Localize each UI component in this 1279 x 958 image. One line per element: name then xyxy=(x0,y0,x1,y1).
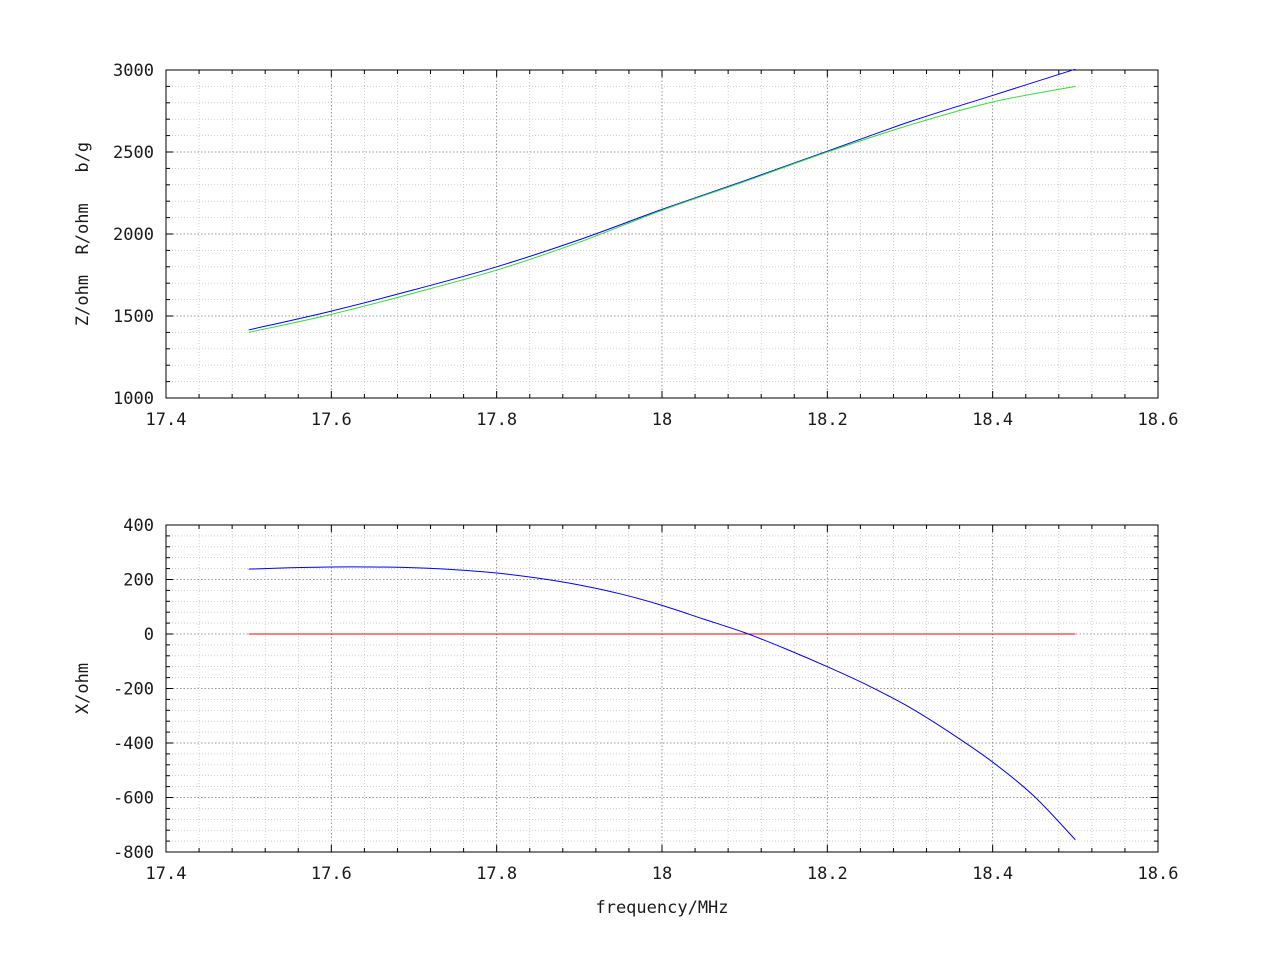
top-series-line-1 xyxy=(248,85,1076,333)
top-ticks xyxy=(165,69,1159,399)
x-tick-label: 17.4 xyxy=(146,864,187,884)
y-tick-label: -400 xyxy=(113,734,154,754)
bottom-series-line-1 xyxy=(248,566,1076,841)
y-tick-label: 2000 xyxy=(113,225,154,245)
x-tick-label: 18.4 xyxy=(972,864,1013,884)
x-tick-label: 18.4 xyxy=(972,410,1013,430)
top-series-line-0 xyxy=(248,68,1076,331)
impedance-resistance-chart: 17.4 17.6 17.8 18 18.2 18.4 18.6 1000 1500 2000 25… xyxy=(73,61,1178,430)
x-tick-label: 17.6 xyxy=(311,410,352,430)
y-tick-label: -800 xyxy=(113,843,154,863)
x-tick-label: 18 xyxy=(652,410,672,430)
y-tick-label: 3000 xyxy=(113,61,154,81)
x-tick-label: 18.6 xyxy=(1138,410,1179,430)
x-tick-label: 18 xyxy=(652,864,672,884)
x-tick-label: 18.2 xyxy=(807,864,848,884)
top-tick-labels: 17.4 17.6 17.8 18 18.2 18.4 18.6 1000 1500 2000 25… xyxy=(113,61,1178,430)
x-tick-label: 18.2 xyxy=(807,410,848,430)
top-grid xyxy=(166,70,1158,398)
y-tick-label: 2500 xyxy=(113,143,154,163)
bottom-grid xyxy=(166,525,1158,852)
y-tick-label: 400 xyxy=(123,516,154,536)
y-tick-label: -600 xyxy=(113,789,154,809)
y-tick-label: 200 xyxy=(123,571,154,591)
bottom-ticks xyxy=(165,524,1159,853)
reactance-chart: 17.4 17.6 17.8 18 18.2 18.4 18.6 -800 -600 -400 -2… xyxy=(73,516,1178,918)
x-tick-label: 18.6 xyxy=(1138,864,1179,884)
bottom-y-axis-label: X/ohm xyxy=(73,663,93,714)
bottom-tick-labels: 17.4 17.6 17.8 18 18.2 18.4 18.6 -800 -600 -400 -2… xyxy=(113,516,1178,884)
x-tick-label: 17.4 xyxy=(146,410,187,430)
y-tick-label: -200 xyxy=(113,680,154,700)
x-tick-label: 17.6 xyxy=(311,864,352,884)
bottom-x-axis-label: frequency/MHz xyxy=(595,898,728,918)
y-tick-label: 0 xyxy=(144,625,154,645)
x-tick-label: 17.8 xyxy=(476,410,517,430)
y-tick-label: 1000 xyxy=(113,389,154,409)
y-tick-label: 1500 xyxy=(113,307,154,327)
top-y-axis-label: Z/ohm R/ohm b/g xyxy=(73,142,93,326)
x-tick-label: 17.8 xyxy=(476,864,517,884)
